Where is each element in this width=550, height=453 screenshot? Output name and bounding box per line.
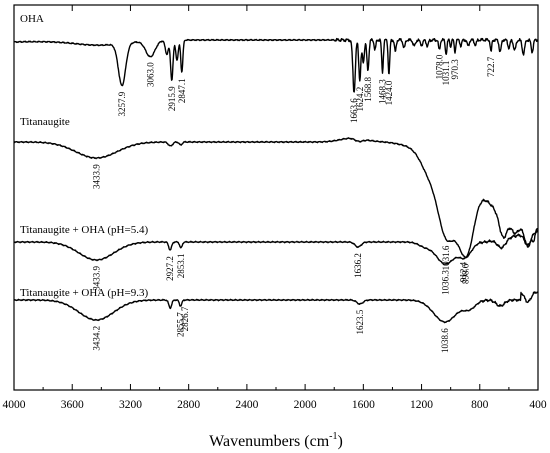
peak-label: 1031.1 [441,61,451,86]
peak-label: 2915.9 [167,86,177,111]
x-axis-title-close: ) [338,433,343,450]
peak-label: 1663.6 [349,98,359,123]
peak-label: 3257.9 [117,91,127,116]
peak-label: 1036.3 [440,270,450,295]
x-tick-label: 3200 [119,399,142,411]
x-tick-label: 2000 [294,399,317,411]
peak-label: 2853.1 [176,254,186,279]
peak-label: 1468.3 [378,79,388,104]
spectra-curves [13,37,539,324]
x-axis-title: Wavenumbers (cm-1) [209,431,343,450]
peak-label: 970.3 [450,59,460,80]
series-label: Titanaugite + OHA (pH=9.3) [20,287,148,299]
peak-label: 1078.0 [434,54,444,79]
peak-label: 1424.0 [384,80,394,105]
x-tick-label: 3600 [61,399,84,411]
peak-label: 3434.2 [91,326,101,351]
peak-label: 912.4 [458,261,468,282]
x-axis-title-main: Wavenumbers (cm [209,433,330,450]
series-label: Titanaugite + OHA (pH=5.4) [20,224,148,236]
peak-label: 1031.6 [441,245,451,270]
x-tick-label: 1600 [352,399,375,411]
peak-label: 2847.1 [177,78,187,103]
x-tick-label: 1200 [410,399,433,411]
peak-label: 1623.5 [355,309,365,334]
peak-labels: 3257.9 3063.0 2915.9 2847.1 1663.61624.21568… [91,54,496,353]
peak-label: 3433.9 [91,164,101,189]
x-axis-title-superscript: -1 [329,431,337,442]
peak-label: 722.7 [486,56,496,77]
peak-label: 2855.7 [176,312,186,337]
x-tick-label: 2400 [235,399,258,411]
spectrum-line [13,37,539,93]
series-label: OHA [20,13,44,25]
peak-label: 2826.7 [180,306,190,331]
x-tick-label: 2800 [177,399,200,411]
x-tick-label: 4000 [3,399,26,411]
peak-label: 1038.6 [440,328,450,353]
peak-label: 2927.2 [165,256,175,281]
x-tick-label: 400 [529,399,547,411]
peak-label: 898.6 [460,263,470,284]
spectrum-line [13,229,539,265]
peak-label: 1624.2 [355,87,365,112]
x-axis: 4000 3600 3200 2800 2400 2000 1600 1200 800 400 [3,5,547,411]
peak-label: 3063.0 [145,62,155,87]
series-labels: OHA Titanaugite Titanaugite + OHA (pH=5.4)… [20,13,148,299]
spectrum-line [13,291,539,324]
x-tick-label: 800 [471,399,489,411]
peak-label: 1636.2 [353,253,363,278]
peak-label: 1568.8 [363,77,373,102]
series-label: Titanaugite [20,116,70,128]
peak-label: 3433.9 [91,266,101,291]
spectrum-line [13,137,539,259]
